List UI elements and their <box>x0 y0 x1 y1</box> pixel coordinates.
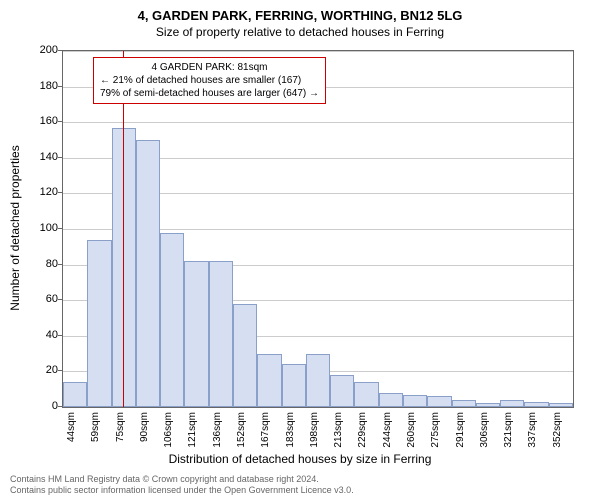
histogram-bar <box>330 375 354 407</box>
y-tick-label: 120 <box>28 186 58 198</box>
x-tick-label: 44sqm <box>66 412 77 452</box>
y-tick-mark <box>58 157 62 158</box>
x-tick-label: 183sqm <box>285 412 296 452</box>
grid-line <box>63 51 573 52</box>
y-tick-label: 200 <box>28 44 58 56</box>
histogram-bar <box>476 403 500 407</box>
histogram-bar <box>233 304 257 407</box>
histogram-bar <box>209 261 233 407</box>
histogram-bar <box>63 382 87 407</box>
x-tick-label: 260sqm <box>406 412 417 452</box>
y-tick-mark <box>58 299 62 300</box>
y-tick-mark <box>58 86 62 87</box>
x-tick-label: 337sqm <box>527 412 538 452</box>
histogram-bar <box>549 403 573 407</box>
y-tick-label: 40 <box>28 329 58 341</box>
x-tick-label: 352sqm <box>552 412 563 452</box>
y-tick-label: 20 <box>28 364 58 376</box>
x-tick-label: 75sqm <box>115 412 126 452</box>
histogram-bar <box>500 400 524 407</box>
grid-line <box>63 122 573 123</box>
annotation-line2: ← 21% of detached houses are smaller (16… <box>100 74 319 87</box>
x-tick-label: 59sqm <box>90 412 101 452</box>
x-tick-label: 321sqm <box>503 412 514 452</box>
x-axis-label: Distribution of detached houses by size … <box>0 452 600 466</box>
x-tick-label: 90sqm <box>139 412 150 452</box>
x-tick-label: 229sqm <box>357 412 368 452</box>
histogram-bar <box>257 354 281 407</box>
histogram-bar <box>160 233 184 407</box>
y-tick-label: 80 <box>28 258 58 270</box>
x-tick-label: 136sqm <box>212 412 223 452</box>
property-marker-line <box>123 51 124 407</box>
histogram-bar <box>452 400 476 407</box>
y-tick-mark <box>58 50 62 51</box>
x-tick-label: 275sqm <box>430 412 441 452</box>
footer-attribution: Contains HM Land Registry data © Crown c… <box>10 474 354 496</box>
histogram-bar <box>354 382 378 407</box>
y-tick-mark <box>58 335 62 336</box>
x-tick-label: 213sqm <box>333 412 344 452</box>
footer-line1: Contains HM Land Registry data © Crown c… <box>10 474 354 485</box>
x-tick-label: 106sqm <box>163 412 174 452</box>
footer-line2: Contains public sector information licen… <box>10 485 354 496</box>
y-tick-mark <box>58 264 62 265</box>
y-tick-label: 60 <box>28 293 58 305</box>
y-tick-label: 180 <box>28 80 58 92</box>
x-tick-label: 306sqm <box>479 412 490 452</box>
y-axis-label: Number of detached properties <box>8 145 22 310</box>
histogram-bar <box>427 396 451 407</box>
y-tick-mark <box>58 370 62 371</box>
chart-title: 4, GARDEN PARK, FERRING, WORTHING, BN12 … <box>0 0 600 23</box>
x-tick-label: 244sqm <box>382 412 393 452</box>
y-tick-label: 100 <box>28 222 58 234</box>
chart-plot-area: 4 GARDEN PARK: 81sqm ← 21% of detached h… <box>62 50 574 408</box>
x-tick-label: 121sqm <box>187 412 198 452</box>
histogram-bar <box>379 393 403 407</box>
annotation-line3: 79% of semi-detached houses are larger (… <box>100 87 319 100</box>
annotation-box: 4 GARDEN PARK: 81sqm ← 21% of detached h… <box>93 57 326 104</box>
histogram-bar <box>403 395 427 407</box>
x-tick-label: 291sqm <box>455 412 466 452</box>
histogram-bar <box>306 354 330 407</box>
chart-subtitle: Size of property relative to detached ho… <box>0 23 600 39</box>
annotation-line1: 4 GARDEN PARK: 81sqm <box>100 61 319 74</box>
x-tick-label: 167sqm <box>260 412 271 452</box>
histogram-bar <box>282 364 306 407</box>
histogram-bar <box>136 140 160 407</box>
y-tick-mark <box>58 121 62 122</box>
y-tick-label: 160 <box>28 115 58 127</box>
histogram-bar <box>87 240 111 407</box>
y-tick-mark <box>58 192 62 193</box>
x-tick-label: 198sqm <box>309 412 320 452</box>
x-tick-label: 152sqm <box>236 412 247 452</box>
y-tick-mark <box>58 228 62 229</box>
histogram-bar <box>524 402 548 407</box>
histogram-bar <box>184 261 208 407</box>
y-tick-label: 0 <box>28 400 58 412</box>
y-tick-mark <box>58 406 62 407</box>
y-tick-label: 140 <box>28 151 58 163</box>
